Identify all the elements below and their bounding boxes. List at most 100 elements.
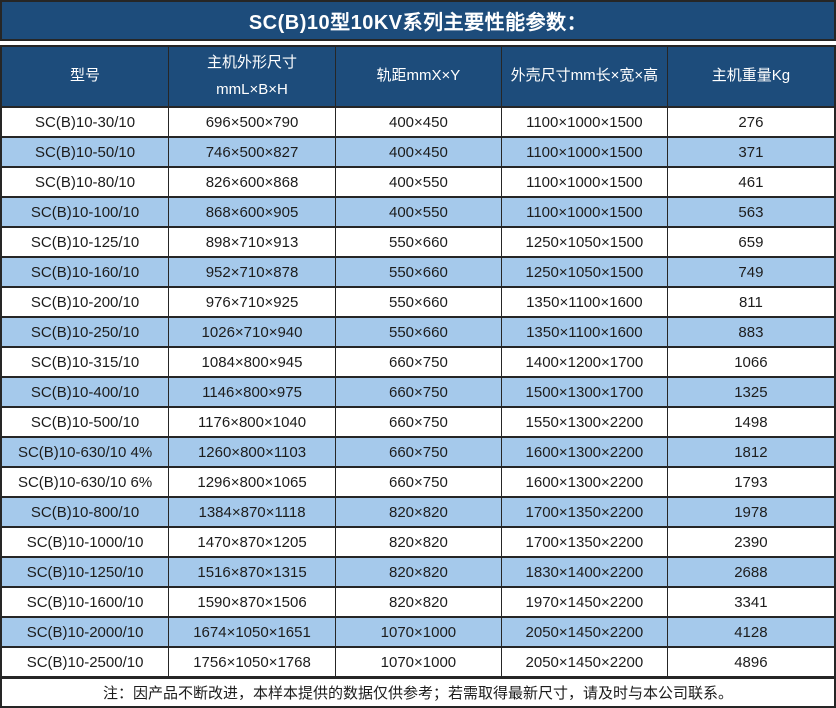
table-cell: SC(B)10-100/10 xyxy=(0,196,170,228)
table-cell: 1600×1300×2200 xyxy=(500,436,668,468)
table-row: SC(B)10-80/10 826×600×868 400×550 1100×1000… xyxy=(0,166,836,198)
table-cell: 550×660 xyxy=(334,256,502,288)
table-cell: SC(B)10-400/10 xyxy=(0,376,170,408)
table-cell: 2688 xyxy=(666,556,836,588)
table-cell: SC(B)10-315/10 xyxy=(0,346,170,378)
table-row: SC(B)10-1250/10 1516×870×1315 820×820 1830×… xyxy=(0,556,836,588)
table-cell: 1470×870×1205 xyxy=(168,526,336,558)
table-row: SC(B)10-250/10 1026×710×940 550×660 1350×11… xyxy=(0,316,836,348)
table-cell: 820×820 xyxy=(334,496,502,528)
table-cell: 1590×870×1506 xyxy=(168,586,336,618)
table-cell: 1026×710×940 xyxy=(168,316,336,348)
table-cell: 2050×1450×2200 xyxy=(500,646,668,678)
table-cell: 1325 xyxy=(666,376,836,408)
table-cell: 1600×1300×2200 xyxy=(500,466,668,498)
table-cell: 1296×800×1065 xyxy=(168,466,336,498)
table-cell: 400×550 xyxy=(334,196,502,228)
table-cell: 550×660 xyxy=(334,286,502,318)
table-cell: 1500×1300×1700 xyxy=(500,376,668,408)
table-cell: 1812 xyxy=(666,436,836,468)
table-cell: 659 xyxy=(666,226,836,258)
table-row: SC(B)10-1000/10 1470×870×1205 820×820 1700×… xyxy=(0,526,836,558)
table-cell: 400×550 xyxy=(334,166,502,198)
table-cell: 1516×870×1315 xyxy=(168,556,336,588)
table-cell: 563 xyxy=(666,196,836,228)
table-cell: SC(B)10-630/10 4% xyxy=(0,436,170,468)
table-cell: 1978 xyxy=(666,496,836,528)
table-cell: SC(B)10-800/10 xyxy=(0,496,170,528)
table-cell: 1700×1350×2200 xyxy=(500,496,668,528)
table-cell: 400×450 xyxy=(334,106,502,138)
table-cell: 1793 xyxy=(666,466,836,498)
col-header-rail-gauge: 轨距mmX×Y xyxy=(334,45,502,108)
table-cell: 660×750 xyxy=(334,406,502,438)
table-cell: 371 xyxy=(666,136,836,168)
table-body: SC(B)10-30/10 696×500×790 400×450 1100×1000… xyxy=(0,106,836,678)
table-cell: 1674×1050×1651 xyxy=(168,616,336,648)
table-row: SC(B)10-630/10 6% 1296×800×1065 660×750 160… xyxy=(0,466,836,498)
table-cell: 883 xyxy=(666,316,836,348)
table-cell: SC(B)10-125/10 xyxy=(0,226,170,258)
table-cell: SC(B)10-1000/10 xyxy=(0,526,170,558)
table-cell: 276 xyxy=(666,106,836,138)
spec-table: 型号 主机外形尺寸 mmL×B×H 轨距mmX×Y 外壳尺寸mm长×宽×高 主机… xyxy=(0,45,836,678)
table-cell: 2050×1450×2200 xyxy=(500,616,668,648)
table-cell: 1100×1000×1500 xyxy=(500,166,668,198)
table-cell: 660×750 xyxy=(334,376,502,408)
table-cell: 550×660 xyxy=(334,316,502,348)
table-cell: 1384×870×1118 xyxy=(168,496,336,528)
table-cell: 4896 xyxy=(666,646,836,678)
table-cell: 1084×800×945 xyxy=(168,346,336,378)
table-cell: 820×820 xyxy=(334,556,502,588)
table-cell: SC(B)10-30/10 xyxy=(0,106,170,138)
table-cell: 1070×1000 xyxy=(334,616,502,648)
table-cell: 461 xyxy=(666,166,836,198)
table-cell: 550×660 xyxy=(334,226,502,258)
table-cell: SC(B)10-2000/10 xyxy=(0,616,170,648)
table-row: SC(B)10-400/10 1146×800×975 660×750 1500×13… xyxy=(0,376,836,408)
table-cell: 1700×1350×2200 xyxy=(500,526,668,558)
col-header-shell-dimensions: 外壳尺寸mm长×宽×高 xyxy=(500,45,668,108)
table-cell: 898×710×913 xyxy=(168,226,336,258)
table-cell: 660×750 xyxy=(334,466,502,498)
table-row: SC(B)10-30/10 696×500×790 400×450 1100×1000… xyxy=(0,106,836,138)
table-cell: 811 xyxy=(666,286,836,318)
table-cell: 3341 xyxy=(666,586,836,618)
table-cell: 1070×1000 xyxy=(334,646,502,678)
table-row: SC(B)10-630/10 4% 1260×800×1103 660×750 160… xyxy=(0,436,836,468)
table-header: 型号 主机外形尺寸 mmL×B×H 轨距mmX×Y 外壳尺寸mm长×宽×高 主机… xyxy=(0,45,836,108)
table-cell: 1250×1050×1500 xyxy=(500,256,668,288)
table-cell: 826×600×868 xyxy=(168,166,336,198)
table-cell: SC(B)10-200/10 xyxy=(0,286,170,318)
table-row: SC(B)10-800/10 1384×870×1118 820×820 1700×1… xyxy=(0,496,836,528)
col-header-weight: 主机重量Kg xyxy=(666,45,836,108)
table-cell: 820×820 xyxy=(334,586,502,618)
table-cell: 1146×800×975 xyxy=(168,376,336,408)
table-cell: SC(B)10-630/10 6% xyxy=(0,466,170,498)
table-cell: SC(B)10-2500/10 xyxy=(0,646,170,678)
table-cell: 1176×800×1040 xyxy=(168,406,336,438)
table-row: SC(B)10-100/10 868×600×905 400×550 1100×100… xyxy=(0,196,836,228)
table-row: SC(B)10-160/10 952×710×878 550×660 1250×105… xyxy=(0,256,836,288)
table-cell: SC(B)10-80/10 xyxy=(0,166,170,198)
table-cell: 976×710×925 xyxy=(168,286,336,318)
table-cell: 1498 xyxy=(666,406,836,438)
table-cell: 868×600×905 xyxy=(168,196,336,228)
table-cell: SC(B)10-500/10 xyxy=(0,406,170,438)
table-row: SC(B)10-50/10 746×500×827 400×450 1100×1000… xyxy=(0,136,836,168)
table-cell: 1830×1400×2200 xyxy=(500,556,668,588)
table-row: SC(B)10-315/10 1084×800×945 660×750 1400×12… xyxy=(0,346,836,378)
table-cell: 749 xyxy=(666,256,836,288)
table-row: SC(B)10-500/10 1176×800×1040 660×750 1550×1… xyxy=(0,406,836,438)
table-cell: 1550×1300×2200 xyxy=(500,406,668,438)
table-cell: SC(B)10-1250/10 xyxy=(0,556,170,588)
table-cell: SC(B)10-250/10 xyxy=(0,316,170,348)
table-cell: 1350×1100×1600 xyxy=(500,316,668,348)
table-cell: 820×820 xyxy=(334,526,502,558)
table-cell: 400×450 xyxy=(334,136,502,168)
table-cell: 1350×1100×1600 xyxy=(500,286,668,318)
table-cell: 1066 xyxy=(666,346,836,378)
header-row: 型号 主机外形尺寸 mmL×B×H 轨距mmX×Y 外壳尺寸mm长×宽×高 主机… xyxy=(0,45,836,108)
table-cell: 746×500×827 xyxy=(168,136,336,168)
table-cell: 660×750 xyxy=(334,346,502,378)
